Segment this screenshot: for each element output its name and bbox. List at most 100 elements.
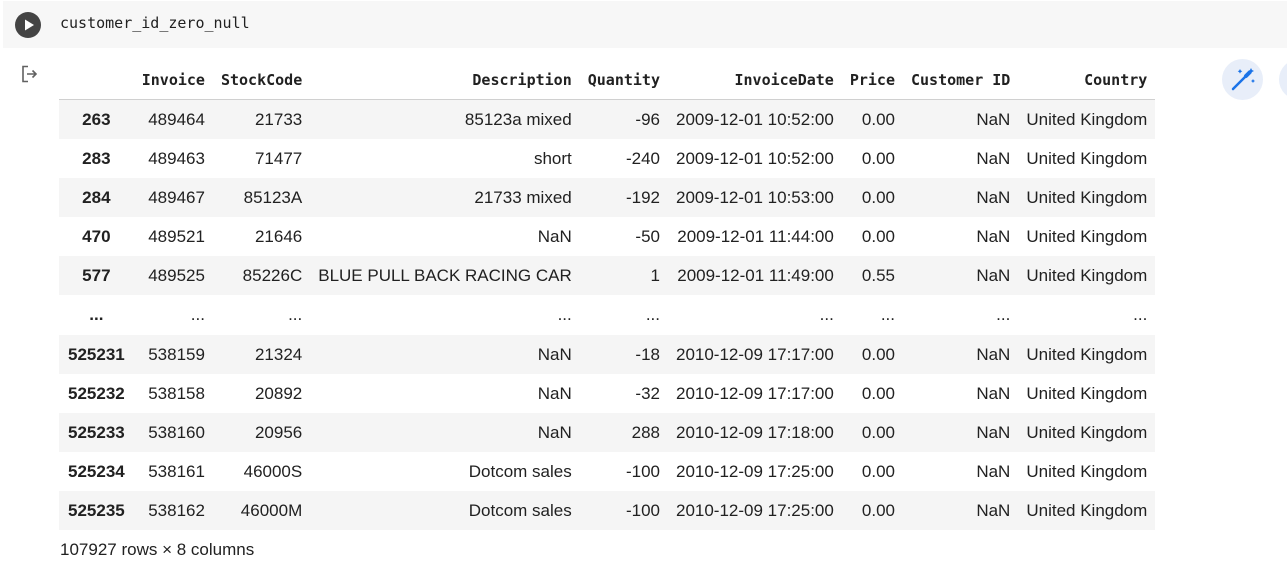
- table-cell: 20956: [254, 422, 303, 442]
- table-cell: 1: [650, 265, 660, 285]
- table-cell: 21733: [254, 109, 303, 129]
- row-index: 525233: [68, 422, 125, 442]
- table-cell: -100: [625, 461, 660, 481]
- table-cell: United Kingdom: [1026, 265, 1148, 285]
- table-cell: 0.00: [861, 344, 895, 364]
- table-cell: ...: [1133, 305, 1148, 324]
- output-arrow-icon[interactable]: [20, 64, 40, 84]
- table-cell: 538158: [148, 383, 205, 403]
- table-cell: NaN: [976, 148, 1011, 168]
- table-cell: 0.00: [861, 461, 895, 481]
- code-cell[interactable]: [3, 1, 1287, 48]
- row-index: 577: [82, 265, 111, 285]
- table-cell: -18: [635, 344, 660, 364]
- table-cell: United Kingdom: [1026, 383, 1148, 403]
- header-row: Invoice StockCode Description Quantity Invoi…: [59, 60, 1156, 100]
- row-index: ...: [89, 305, 104, 324]
- table-cell: 21646: [254, 226, 303, 246]
- table-cell: NaN: [976, 344, 1011, 364]
- table-row: 283 489463 71477 short -240 2009-12-01 10:52:…: [59, 139, 1156, 178]
- table-cell: NaN: [537, 226, 572, 246]
- table-cell: NaN: [976, 187, 1011, 207]
- row-index: 525231: [68, 344, 125, 364]
- table-row: 470 489521 21646 NaN -50 2009-12-01 11:44:00 0…: [59, 217, 1156, 256]
- table-cell: ...: [645, 305, 660, 324]
- row-index: 525232: [68, 383, 125, 403]
- table-cell: 2009-12-01 10:52:00: [675, 109, 834, 129]
- column-header: Customer ID: [903, 60, 1019, 100]
- table-cell: 2010-12-09 17:25:00: [675, 500, 834, 520]
- table-cell: 538162: [148, 500, 205, 520]
- table-cell: 2009-12-01 10:52:00: [675, 148, 834, 168]
- table-row: 525232 538158 20892 NaN -32 2010-12-09 17:17:…: [59, 374, 1156, 413]
- column-header: Invoice: [133, 60, 213, 100]
- table-cell: -192: [625, 187, 660, 207]
- table-cell: United Kingdom: [1026, 226, 1148, 246]
- table-cell: NaN: [976, 422, 1011, 442]
- table-cell: -96: [635, 109, 660, 129]
- table-cell: ...: [288, 305, 303, 324]
- table-row: 525234 538161 46000S Dotcom sales -100 2010-1…: [59, 452, 1156, 491]
- table-row: 263 489464 21733 85123a mixed -96 2009-12-01 …: [59, 99, 1156, 139]
- table-cell: NaN: [537, 422, 572, 442]
- table-cell: 489464: [148, 109, 205, 129]
- table-cell: 71477: [254, 148, 303, 168]
- row-index: 263: [82, 109, 111, 129]
- table-cell: United Kingdom: [1026, 344, 1148, 364]
- table-cell: 2009-12-01 10:53:00: [675, 187, 834, 207]
- table-cell: NaN: [976, 109, 1011, 129]
- table-cell: United Kingdom: [1026, 148, 1148, 168]
- dataframe-shape: 107927 rows × 8 columns: [60, 540, 255, 559]
- index-header: [59, 60, 134, 100]
- table-row: 577 489525 85226C BLUE PULL BACK RACING CAR…: [59, 256, 1156, 295]
- table-cell: United Kingdom: [1026, 422, 1148, 442]
- play-icon: [25, 19, 34, 31]
- table-cell: Dotcom sales: [468, 500, 572, 520]
- table-cell: 0.55: [861, 265, 895, 285]
- table-cell: 489525: [148, 265, 205, 285]
- table-cell: -32: [635, 383, 660, 403]
- dataframe-table: Invoice StockCode Description Quantity Invoi…: [59, 60, 1156, 530]
- table-cell: ...: [996, 305, 1011, 324]
- table-cell: 2009-12-01 11:44:00: [677, 226, 834, 246]
- table-cell: 2010-12-09 17:18:00: [675, 422, 834, 442]
- table-cell: United Kingdom: [1026, 109, 1148, 129]
- column-header: StockCode: [212, 60, 311, 100]
- ellipsis-row: ...........................: [59, 295, 1156, 335]
- table-cell: 21324: [254, 344, 303, 364]
- table-row: 525233 538160 20956 NaN 288 2010-12-09 17:18:…: [59, 413, 1156, 452]
- side-action-button[interactable]: [1279, 59, 1287, 100]
- table-cell: 2010-12-09 17:25:00: [675, 461, 834, 481]
- table-cell: 0.00: [861, 148, 895, 168]
- table-cell: 489521: [148, 226, 205, 246]
- table-cell: NaN: [976, 265, 1011, 285]
- table-cell: United Kingdom: [1026, 461, 1148, 481]
- suggest-chart-button[interactable]: [1222, 59, 1263, 100]
- table-cell: 46000M: [240, 500, 303, 520]
- row-index: 283: [82, 148, 111, 168]
- table-cell: 2010-12-09 17:17:00: [675, 383, 834, 403]
- table-row: 525235 538162 46000M Dotcom sales -100 2010-1…: [59, 491, 1156, 530]
- table-cell: ...: [819, 305, 834, 324]
- table-cell: NaN: [537, 344, 572, 364]
- column-header: Description: [310, 60, 580, 100]
- table-body: 263 489464 21733 85123a mixed -96 2009-12-01 …: [59, 99, 1156, 530]
- table-cell: -50: [635, 226, 660, 246]
- column-header: Country: [1018, 60, 1156, 100]
- table-cell: ...: [880, 305, 895, 324]
- table-cell: NaN: [976, 226, 1011, 246]
- row-index: 470: [82, 226, 111, 246]
- table-cell: 0.00: [861, 187, 895, 207]
- table-cell: 2010-12-09 17:17:00: [675, 344, 834, 364]
- table-cell: -100: [625, 500, 660, 520]
- cell-code[interactable]: customer_id_zero_null: [60, 14, 250, 32]
- table-cell: 489463: [148, 148, 205, 168]
- magic-wand-icon: [1231, 68, 1255, 91]
- table-cell: 2009-12-01 11:49:00: [677, 265, 834, 285]
- table-cell: 0.00: [861, 226, 895, 246]
- column-header: Price: [841, 60, 903, 100]
- table-cell: BLUE PULL BACK RACING CAR: [318, 265, 572, 285]
- table-cell: 85123A: [243, 187, 303, 207]
- table-cell: 0.00: [861, 109, 895, 129]
- run-cell-button[interactable]: [15, 12, 41, 38]
